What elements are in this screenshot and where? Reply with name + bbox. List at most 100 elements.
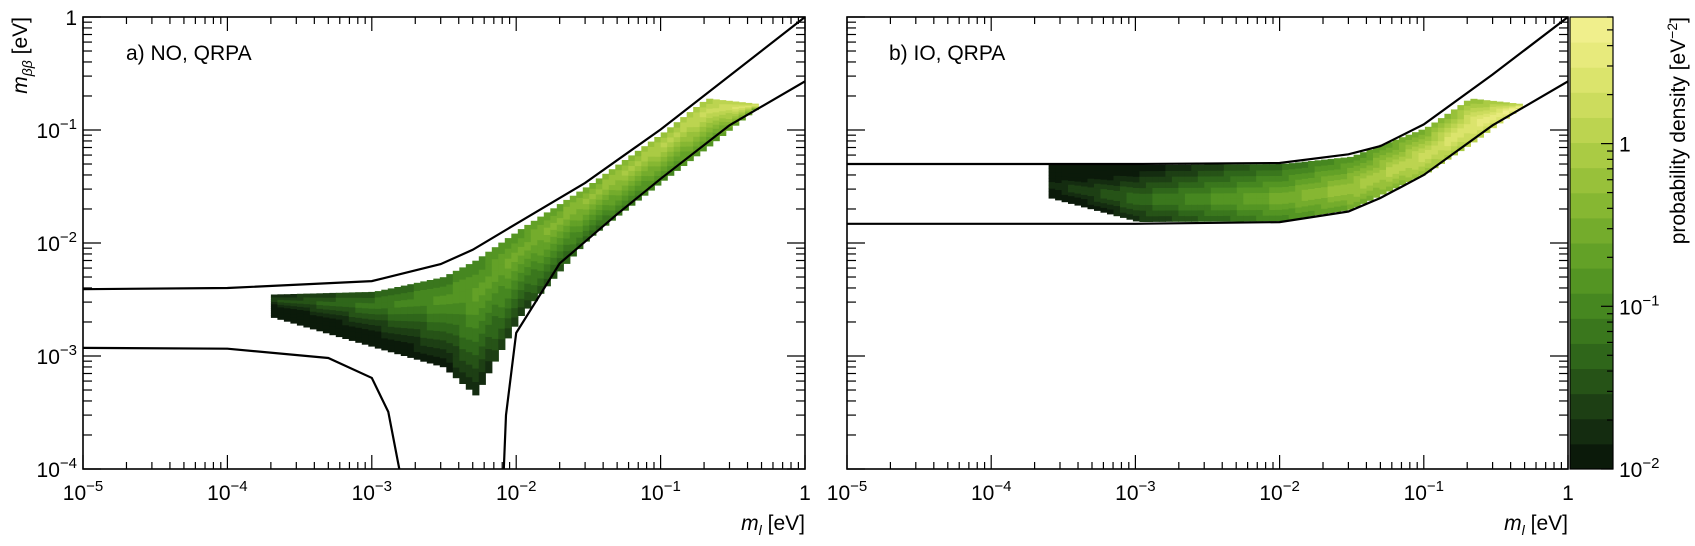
- heatmap-cell: [329, 305, 337, 311]
- heatmap-cell: [1152, 198, 1160, 205]
- heatmap-cell: [556, 244, 564, 252]
- heatmap-cell: [1243, 198, 1251, 205]
- heatmap-cell: [400, 299, 408, 308]
- heatmap-cell: [1314, 187, 1322, 194]
- heatmap-cell: [1107, 179, 1115, 186]
- heatmap-cell: [1399, 165, 1407, 171]
- heatmap-cell: [1171, 176, 1179, 183]
- heatmap-cell: [550, 250, 558, 258]
- heatmap-cell: [1132, 192, 1140, 200]
- heatmap-cell: [1269, 209, 1277, 216]
- heatmap-cell: [1249, 164, 1257, 171]
- heatmap-cell: [563, 250, 571, 258]
- heatmap-cell: [1269, 175, 1277, 182]
- heatmap-cell: [1113, 165, 1121, 171]
- heatmap-cell: [1288, 202, 1296, 209]
- heatmap-cell: [1295, 162, 1303, 169]
- heatmap-cell: [504, 268, 512, 279]
- heatmap-cell: [1340, 194, 1348, 201]
- heatmap-cell: [355, 317, 363, 323]
- heatmap-cell: [628, 185, 636, 191]
- heatmap-cell: [491, 292, 499, 305]
- heatmap-cell: [439, 348, 447, 359]
- heatmap-cell: [1489, 119, 1497, 123]
- heatmap-cell: [277, 306, 285, 310]
- heatmap-cell: [550, 264, 558, 272]
- heatmap-cell: [1184, 209, 1192, 217]
- heatmap-cell: [413, 328, 421, 337]
- heatmap-cell: [1223, 192, 1231, 199]
- heatmap-cell: [1405, 153, 1413, 159]
- heatmap-cell: [1061, 183, 1069, 188]
- heatmap-cell: [654, 137, 662, 143]
- heatmap-cell: [498, 317, 506, 329]
- heatmap-cell: [1450, 114, 1458, 120]
- heatmap-cell: [1386, 147, 1394, 153]
- heatmap-cell: [556, 264, 564, 272]
- heatmap-cell: [1321, 186, 1329, 193]
- heatmap-cell: [647, 175, 655, 181]
- heatmap-cell: [628, 180, 636, 186]
- heatmap-cell: [1308, 193, 1316, 200]
- heatmap-cell: [439, 295, 447, 305]
- heatmap-cell: [1509, 109, 1517, 111]
- heatmap-cell: [1048, 168, 1056, 173]
- heatmap-cell: [1392, 154, 1400, 160]
- heatmap-cell: [465, 289, 473, 303]
- heatmap-cell: [1489, 103, 1497, 107]
- heatmap-cell: [1158, 210, 1166, 217]
- heatmap-cell: [706, 131, 714, 137]
- heatmap-cell: [1217, 181, 1225, 188]
- heatmap-cell: [1152, 176, 1160, 183]
- heatmap-cell: [634, 185, 642, 191]
- heatmap-cell: [1087, 165, 1095, 170]
- heatmap-cell: [1100, 188, 1108, 194]
- heatmap-cell: [1405, 172, 1413, 178]
- heatmap-cell: [686, 136, 694, 142]
- heatmap-cell: [1126, 175, 1134, 182]
- heatmap-cell: [485, 348, 493, 362]
- heatmap-cell: [296, 321, 304, 326]
- heatmap-cell: [1424, 126, 1432, 132]
- heatmap-cell: [1165, 210, 1173, 217]
- heatmap-cell: [1463, 132, 1471, 138]
- heatmap-cell: [686, 121, 694, 128]
- heatmap-cell: [1399, 160, 1407, 167]
- heatmap-cell: [1386, 151, 1394, 158]
- heatmap-cell: [582, 203, 590, 210]
- heatmap-cell: [1321, 170, 1329, 177]
- heatmap-cell: [1295, 173, 1303, 180]
- heatmap-cell: [1418, 143, 1426, 149]
- heatmap-cell: [1476, 107, 1484, 112]
- heatmap-cell: [673, 165, 681, 171]
- heatmap-cell: [426, 329, 434, 339]
- heatmap-cell: [602, 199, 610, 206]
- heatmap-cell: [1360, 177, 1368, 184]
- heatmap-cell: [686, 141, 694, 147]
- heatmap-cell: [1509, 105, 1517, 107]
- heatmap-cell: [498, 296, 506, 308]
- heatmap-cell: [1275, 186, 1283, 193]
- heatmap-cell: [342, 320, 350, 326]
- heatmap-cell: [1223, 164, 1231, 171]
- heatmap-cell: [745, 107, 753, 110]
- heatmap-cell: [1457, 105, 1465, 111]
- heatmap-cell: [738, 111, 746, 114]
- heatmap-cell: [420, 313, 428, 322]
- heatmap-cell: [589, 224, 597, 231]
- heatmap-cell: [1347, 167, 1355, 174]
- heatmap-cell: [1074, 169, 1082, 174]
- heatmap-cell: [595, 204, 603, 210]
- colorbar-swatch: [1570, 268, 1613, 294]
- heatmap-cell: [550, 215, 558, 223]
- heatmap-cell: [446, 362, 454, 373]
- heatmap-cell: [1126, 213, 1134, 220]
- heatmap-cell: [1262, 215, 1270, 222]
- heatmap-cell: [706, 136, 714, 142]
- heatmap-cell: [290, 302, 298, 307]
- heatmap-cell: [459, 302, 467, 315]
- heatmap-cell: [420, 281, 428, 290]
- heatmap-cell: [1444, 131, 1452, 137]
- heatmap-cell: [517, 298, 525, 308]
- heatmap-cell: [1236, 181, 1244, 188]
